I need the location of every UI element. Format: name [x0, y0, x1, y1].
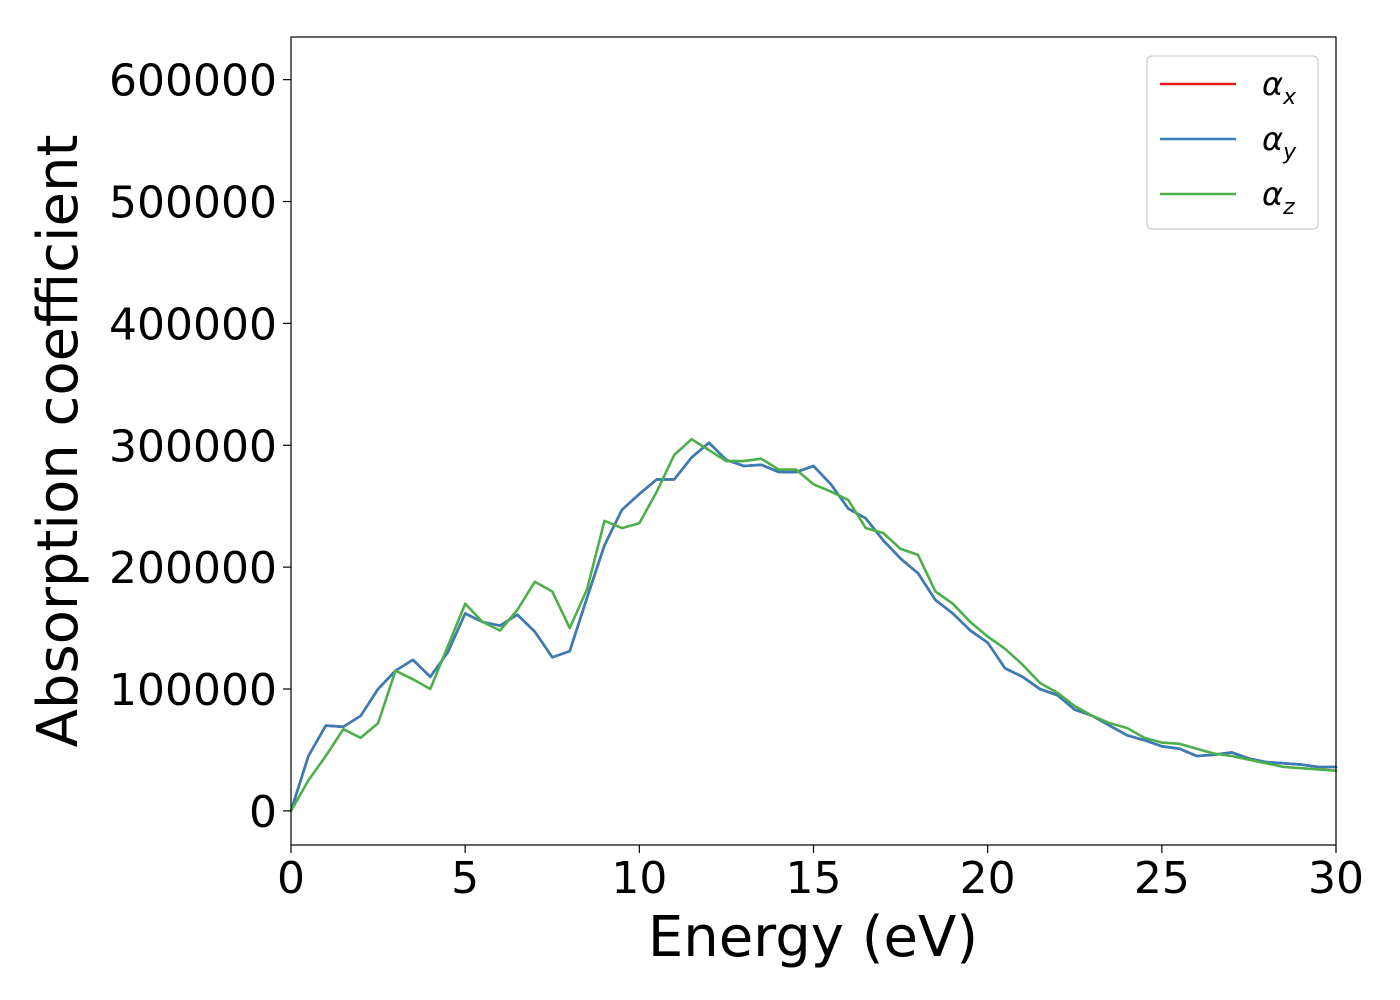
- series-layer: [289, 437, 1338, 813]
- legend-label-x: αx: [1262, 65, 1297, 110]
- x-tick-label: 10: [611, 853, 667, 904]
- x-tick-label: 30: [1308, 853, 1364, 904]
- y-tick-label: 0: [249, 787, 277, 838]
- y-axis: 0 100000 200000 300000 400000 500000 600000: [109, 56, 291, 838]
- x-axis-label: Energy (eV): [648, 905, 978, 970]
- legend-label-y: αy: [1262, 120, 1297, 165]
- y-tick-label: 600000: [109, 56, 277, 107]
- y-tick-label: 400000: [109, 299, 277, 350]
- x-tick-label: 15: [786, 853, 842, 904]
- x-tick-label: 20: [960, 853, 1016, 904]
- x-axis: 0 5 10 15 20 25 30: [277, 845, 1364, 904]
- x-tick-label: 5: [451, 853, 479, 904]
- y-tick-label: 200000: [109, 543, 277, 594]
- x-tick-label: 25: [1134, 853, 1190, 904]
- y-tick-label: 300000: [109, 421, 277, 472]
- legend-box: [1146, 55, 1319, 230]
- legend: αx αy αz: [1146, 55, 1319, 230]
- y-tick-label: 500000: [109, 178, 277, 229]
- y-axis-label: Absorption coefficient: [26, 135, 91, 748]
- x-tick-label: 0: [277, 853, 305, 904]
- series-line-z: [289, 437, 1338, 813]
- series-line-y: [289, 441, 1338, 813]
- y-tick-label: 100000: [109, 665, 277, 716]
- legend-label-z: αz: [1262, 175, 1295, 220]
